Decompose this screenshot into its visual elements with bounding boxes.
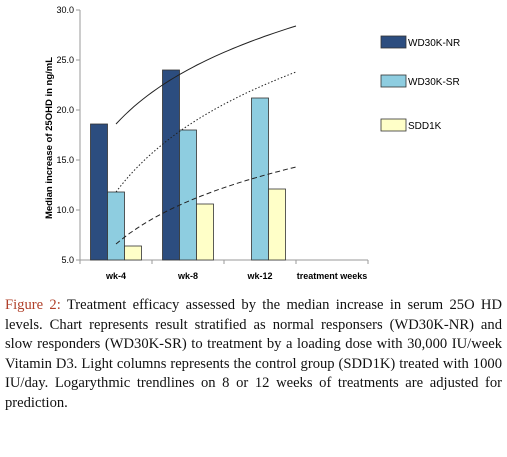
legend-swatch-SDD1K [380, 118, 407, 132]
caption-label: Figure 2: [5, 297, 61, 313]
legend-label-WD30K-SR: WD30K-SR [408, 77, 460, 88]
bar-WD30K-NR-wk-8 [162, 69, 180, 261]
legend-swatch-WD30K-SR [380, 74, 407, 88]
bar-SDD1K-wk-12 [268, 188, 286, 261]
bar-WD30K-NR-wk-4 [90, 123, 108, 261]
y-ticks: 5.0 10.0 15.0 20.0 25.0 30.0 [56, 5, 369, 265]
chart: 5.0 10.0 15.0 20.0 25.0 30.0 wk-4 wk-8 wk-12 tre… [44, 5, 460, 281]
trendline-WD30K-SR [115, 71, 297, 193]
legend-label-WD30K-NR: WD30K-NR [408, 38, 460, 49]
caption-text: Treatment efficacy assessed by the media… [5, 297, 503, 411]
bar-WD30K-SR-wk-4 [107, 191, 125, 261]
figure-caption: Figure 2: Treatment efficacy assessed by… [5, 296, 502, 414]
x-tick-label: wk-12 [246, 271, 272, 281]
legend-swatch-WD30K-NR [380, 35, 407, 49]
y-tick-label: 20.0 [56, 105, 74, 115]
y-tick-label: 5.0 [61, 255, 74, 265]
y-axis-label: Median increase of 25OHD in ng/mL [44, 57, 55, 219]
y-tick-label: 30.0 [56, 5, 74, 15]
trendlines [115, 25, 297, 245]
bar-SDD1K-wk-4 [124, 245, 142, 261]
legend-label-SDD1K: SDD1K [408, 121, 442, 132]
x-tick-labels: wk-4 wk-8 wk-12 treatment weeks [105, 271, 367, 281]
y-tick-label: 10.0 [56, 205, 74, 215]
bar-SDD1K-wk-8 [196, 203, 214, 261]
bar-WD30K-SR-wk-12 [251, 97, 269, 261]
x-tick-label: wk-4 [105, 271, 126, 281]
y-tick-label: 15.0 [56, 155, 74, 165]
bars [90, 69, 286, 261]
trendline-SDD1K [115, 166, 297, 245]
legend: WD30K-NR WD30K-SR SDD1K [380, 35, 460, 132]
x-tick-label: treatment weeks [297, 271, 368, 281]
trendline-WD30K-NR [115, 25, 297, 125]
x-tick-label: wk-8 [177, 271, 198, 281]
bar-WD30K-SR-wk-8 [179, 129, 197, 261]
y-tick-label: 25.0 [56, 55, 74, 65]
